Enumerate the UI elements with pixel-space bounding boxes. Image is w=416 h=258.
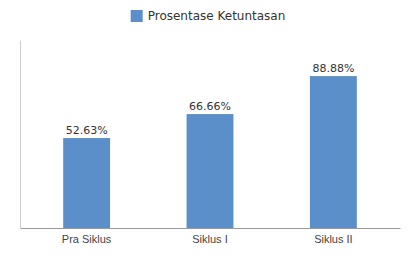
data-labels: 52.63% 66.66% 88.88% [66, 62, 355, 137]
data-label: 88.88% [312, 62, 354, 75]
bars [63, 76, 357, 228]
plot: Pra Siklus Siklus I Siklus II 52.63% 66.66% 8… [21, 41, 401, 245]
legend-swatch [131, 10, 143, 22]
x-tick-label: Siklus II [314, 233, 353, 245]
legend-label: Prosentase Ketuntasan [148, 9, 286, 23]
y-axis [20, 41, 21, 229]
x-tick: Pra Siklus [62, 228, 112, 245]
x-tick: Siklus II [314, 228, 353, 245]
x-tick-label: Pra Siklus [62, 233, 112, 245]
legend: Prosentase Ketuntasan [131, 9, 286, 23]
x-tick: Siklus I [192, 228, 227, 245]
y-axis-line [20, 41, 21, 229]
x-axis-line [21, 228, 401, 229]
data-label: 66.66% [189, 100, 231, 113]
legend-item: Prosentase Ketuntasan [131, 9, 286, 23]
bar [187, 114, 234, 228]
bar [310, 76, 357, 228]
data-label: 52.63% [66, 124, 108, 137]
x-tick-label: Siklus I [192, 233, 227, 245]
bar [63, 138, 110, 228]
x-axis: Pra Siklus Siklus I Siklus II [21, 228, 401, 245]
chart: Pra Siklus Siklus I Siklus II 52.63% 66.66% 8… [0, 0, 416, 258]
